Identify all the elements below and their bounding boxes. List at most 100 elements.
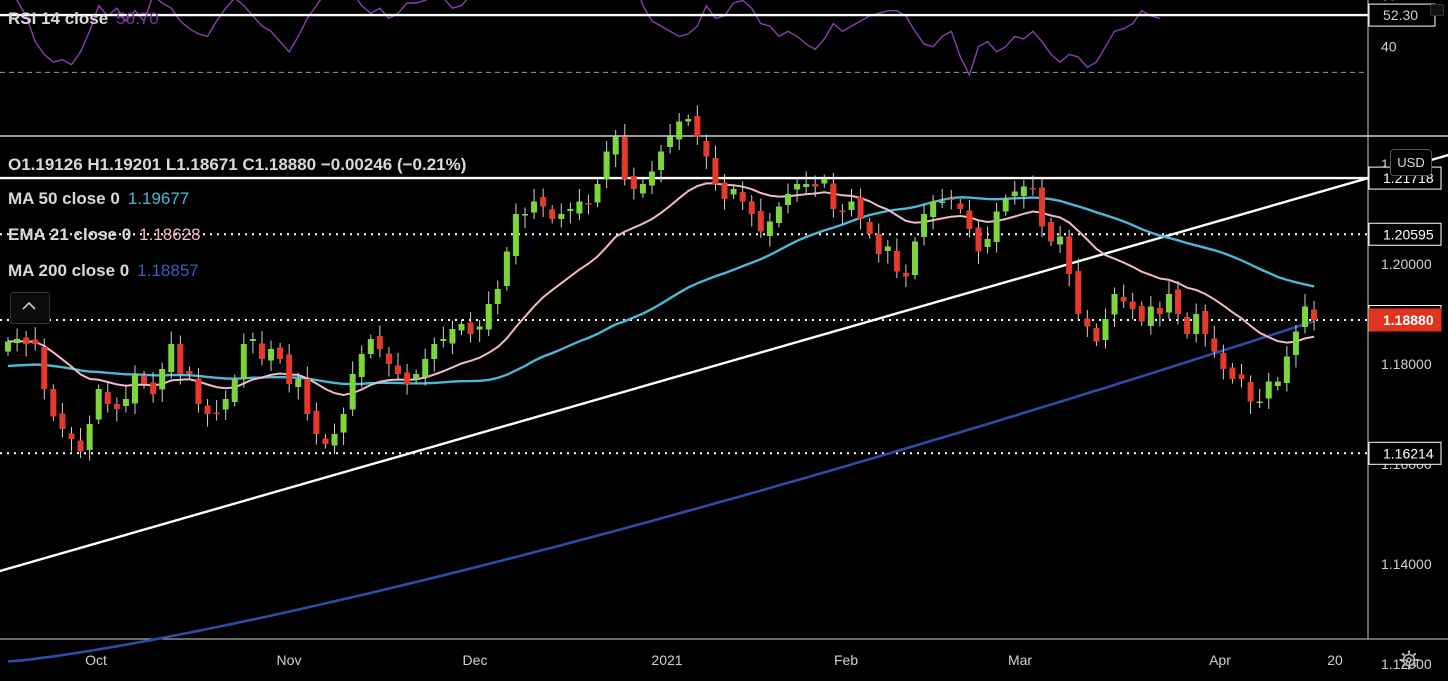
candle-body	[222, 399, 229, 410]
rsi-line	[15, 0, 1161, 77]
candle-body	[730, 189, 737, 195]
candle-body	[984, 239, 991, 247]
candle-body	[286, 354, 293, 384]
trendline	[0, 153, 1448, 573]
candle-body	[1038, 187, 1045, 227]
candle-body	[349, 374, 356, 410]
candle-body	[268, 349, 275, 361]
candle-body	[1075, 271, 1082, 314]
candle-body	[494, 289, 501, 304]
candle-body	[1002, 199, 1009, 212]
candle-body	[948, 198, 955, 200]
candle-body	[440, 339, 447, 341]
candle-body	[803, 184, 810, 187]
candle-body	[177, 344, 184, 374]
candle-body	[540, 197, 547, 207]
rsi-level-label: 52.30	[1383, 7, 1418, 23]
ma50-line	[7, 196, 1315, 386]
candle-body	[685, 119, 692, 122]
rsi-legend-label: RSI 14 close	[8, 9, 109, 28]
time-tick-label: Mar	[1008, 652, 1032, 668]
candle-body	[5, 341, 11, 352]
ma200-legend-label: MA 200 close 0	[8, 261, 130, 280]
candle-body	[304, 379, 311, 414]
ema21-line	[7, 182, 1315, 397]
candle-body	[866, 222, 873, 234]
candle-body	[68, 433, 75, 439]
candle-body	[676, 121, 683, 140]
candle-body	[993, 211, 1000, 242]
candle-body	[1147, 306, 1154, 326]
candle-body	[739, 192, 746, 202]
candle-body	[231, 379, 238, 402]
candle-body	[939, 201, 946, 203]
candle-body	[549, 209, 556, 219]
ma50-legend-label: MA 50 close 0	[8, 189, 120, 208]
candle-body	[258, 343, 265, 359]
candle-body	[413, 374, 420, 380]
candle-body	[531, 201, 538, 213]
candle-body	[1211, 338, 1218, 352]
candle-body	[921, 214, 928, 237]
candle-body	[1011, 191, 1018, 196]
candle-body	[1238, 374, 1245, 379]
price-tick-label: 1.18000	[1381, 356, 1432, 372]
candle-body	[1193, 314, 1200, 334]
candle-body	[848, 201, 855, 210]
candle-body	[766, 221, 773, 236]
price-tag-label: 1.16214	[1383, 445, 1434, 461]
candle-body	[512, 214, 519, 256]
candle-body	[449, 329, 456, 344]
candle-body	[703, 141, 710, 157]
candle-body	[567, 209, 574, 211]
time-tick-label: Dec	[463, 652, 488, 668]
candle-body	[1302, 306, 1309, 327]
candle-body	[168, 344, 175, 372]
candle-body	[812, 184, 819, 187]
rsi-tick-label: 60	[1381, 0, 1397, 3]
candle-body	[159, 369, 166, 390]
candle-body	[1256, 401, 1263, 403]
candle-body	[603, 151, 610, 180]
candle-body	[558, 214, 565, 219]
candle-body	[1283, 356, 1290, 383]
price-tick-label: 1.14000	[1381, 556, 1432, 572]
candle-body	[395, 365, 402, 374]
candle-body	[1102, 319, 1109, 340]
candle-body	[594, 184, 601, 203]
candle-body	[41, 347, 48, 389]
candle-body	[95, 389, 102, 420]
candle-body	[485, 304, 492, 330]
candle-body	[431, 344, 438, 359]
time-tick-label: Feb	[834, 652, 858, 668]
ma200-legend: MA 200 close 0 1.18857	[8, 261, 199, 281]
ohlc-legend: O1.19126 H1.19201 L1.18671 C1.18880 −0.0…	[8, 155, 467, 174]
candle-body	[113, 404, 120, 409]
collapse-legend-button[interactable]	[10, 292, 50, 324]
gear-icon[interactable]	[1398, 649, 1420, 676]
time-tick-label: Nov	[277, 652, 302, 668]
candle-body	[476, 326, 483, 330]
rsi-tick-label: 40	[1381, 39, 1397, 55]
candle-body	[639, 184, 646, 194]
candle-body	[213, 412, 220, 414]
time-tick-label: 2021	[651, 652, 682, 668]
candle-body	[358, 354, 365, 377]
candle-body	[1020, 186, 1027, 196]
candle-body	[1057, 236, 1064, 245]
time-tick-label: 20	[1327, 652, 1343, 668]
candle-body	[313, 411, 320, 434]
currency-badge[interactable]: USD	[1390, 149, 1432, 176]
time-tick-label: Oct	[85, 652, 107, 668]
candle-body	[150, 382, 157, 394]
candle-body	[77, 440, 84, 452]
candle-body	[385, 353, 392, 364]
price-tag-label: 1.20595	[1383, 226, 1434, 242]
candle-body	[467, 322, 474, 334]
candle-body	[322, 438, 329, 444]
pane-maximize-button[interactable]	[1430, 4, 1444, 16]
candle-body	[1265, 381, 1272, 399]
candle-body	[912, 241, 918, 275]
ema21-legend-value: 1.18628	[139, 225, 201, 244]
